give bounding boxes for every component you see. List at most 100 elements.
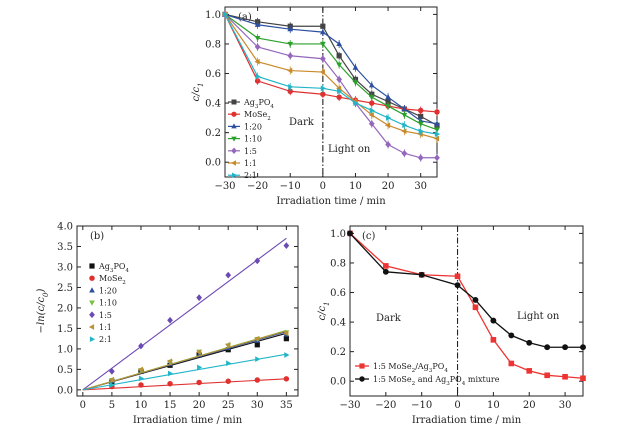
legend-marker <box>231 111 237 117</box>
data-point <box>320 85 326 92</box>
data-point <box>138 382 144 388</box>
data-point <box>196 294 202 302</box>
data-point <box>283 336 289 342</box>
y-tick-label: 3.5 <box>57 242 73 253</box>
series-3 <box>222 12 440 134</box>
light-on-annotation: Light on <box>517 311 560 322</box>
data-point <box>562 373 568 380</box>
x-tick-label: 35 <box>280 400 293 411</box>
legend-label: MoSe2 <box>244 110 271 122</box>
data-point <box>319 41 326 48</box>
y-tick-label: 0.6 <box>205 69 221 80</box>
data-point <box>401 112 408 119</box>
legend-label-part: 1:5 <box>99 311 112 320</box>
x-tick-label: 10 <box>349 181 362 192</box>
y-tick-label: 2.0 <box>57 303 73 314</box>
legend-label: Ag3PO4 <box>243 98 274 110</box>
data-point <box>434 131 441 137</box>
data-point <box>472 304 479 311</box>
data-point <box>402 122 408 129</box>
legend-marker <box>89 300 95 306</box>
data-point <box>287 88 293 94</box>
data-point <box>109 368 115 375</box>
data-point <box>288 83 294 90</box>
x-tick-label: −20 <box>247 181 268 192</box>
data-point <box>368 112 374 118</box>
data-point <box>197 364 203 371</box>
y-tick-label: 0.4 <box>330 318 346 329</box>
x-tick-label: −10 <box>411 400 432 411</box>
y-tick-label: 4.0 <box>57 222 73 233</box>
plot-frame <box>76 225 299 397</box>
data-point <box>472 296 479 303</box>
legend-label-part: 4 <box>462 381 466 387</box>
data-point <box>352 64 359 70</box>
y-tick-label: 0.8 <box>330 258 346 269</box>
legend-marker <box>89 263 95 269</box>
legend-label: 1:5 MoSe2 and Ag3PO4 mixture <box>373 375 500 387</box>
data-point <box>225 341 231 348</box>
dark-annotation: Dark <box>376 313 402 324</box>
y-axis-label-part: −ln(c/c <box>36 297 47 334</box>
data-point <box>320 91 326 97</box>
data-point <box>508 332 515 339</box>
data-point <box>336 62 343 68</box>
data-point <box>401 105 408 112</box>
data-point <box>255 356 261 362</box>
data-point <box>508 360 515 367</box>
legend-label: 2:1 <box>244 171 257 180</box>
y-tick-label: 0.4 <box>205 99 221 110</box>
data-point <box>526 339 533 346</box>
legend-marker <box>359 363 365 369</box>
data-point <box>385 99 391 105</box>
data-point <box>401 149 408 157</box>
data-point <box>562 344 569 351</box>
x-tick-label: 5 <box>109 400 115 411</box>
legend-label-part: 3 <box>446 381 450 387</box>
x-tick-label: 0 <box>80 400 86 411</box>
legend-label: MoSe2 <box>99 274 126 286</box>
legend-label-part: MoSe <box>99 274 122 283</box>
legend-label-part: 1:10 <box>244 135 262 144</box>
legend-label-part: PO <box>113 262 125 271</box>
x-tick-label: 20 <box>382 181 395 192</box>
data-point <box>383 263 389 269</box>
fit-line <box>82 330 287 391</box>
data-point <box>385 103 391 110</box>
y-tick-label: 1.5 <box>57 324 73 335</box>
panel-label: (b) <box>90 231 104 242</box>
data-point <box>337 88 343 95</box>
data-point <box>418 113 424 119</box>
data-point <box>319 29 326 35</box>
data-point <box>417 121 424 127</box>
data-point <box>254 335 260 342</box>
y-tick-label: 3.0 <box>57 262 73 273</box>
dark-annotation: Dark <box>289 117 315 128</box>
data-point <box>287 26 294 32</box>
legend-label-part: 1:20 <box>99 286 117 295</box>
legend-marker <box>359 376 365 382</box>
legend-marker <box>89 287 95 293</box>
series-0 <box>347 230 586 382</box>
chart-c: −30 −20 −10 0 10 20 30 0.0 0.2 0.4 0.6 0.8 1.0 Irradi… <box>317 225 586 426</box>
y-tick-label: 0.2 <box>330 347 346 358</box>
fit-line <box>82 237 287 391</box>
series-6 <box>222 11 441 139</box>
legend-marker <box>231 99 237 105</box>
x-tick-label: 10 <box>487 400 500 411</box>
data-point <box>490 317 497 324</box>
data-point <box>580 344 586 351</box>
data-point <box>254 21 261 27</box>
data-point <box>352 80 359 86</box>
data-point <box>167 380 173 387</box>
data-point <box>385 94 391 100</box>
x-tick-label: 20 <box>523 400 536 411</box>
y-tick-label: 0.6 <box>330 288 346 299</box>
series-4 <box>82 237 290 391</box>
series-5 <box>82 330 289 391</box>
y-axis-label: c/c1 <box>191 82 205 101</box>
data-point <box>336 53 342 59</box>
